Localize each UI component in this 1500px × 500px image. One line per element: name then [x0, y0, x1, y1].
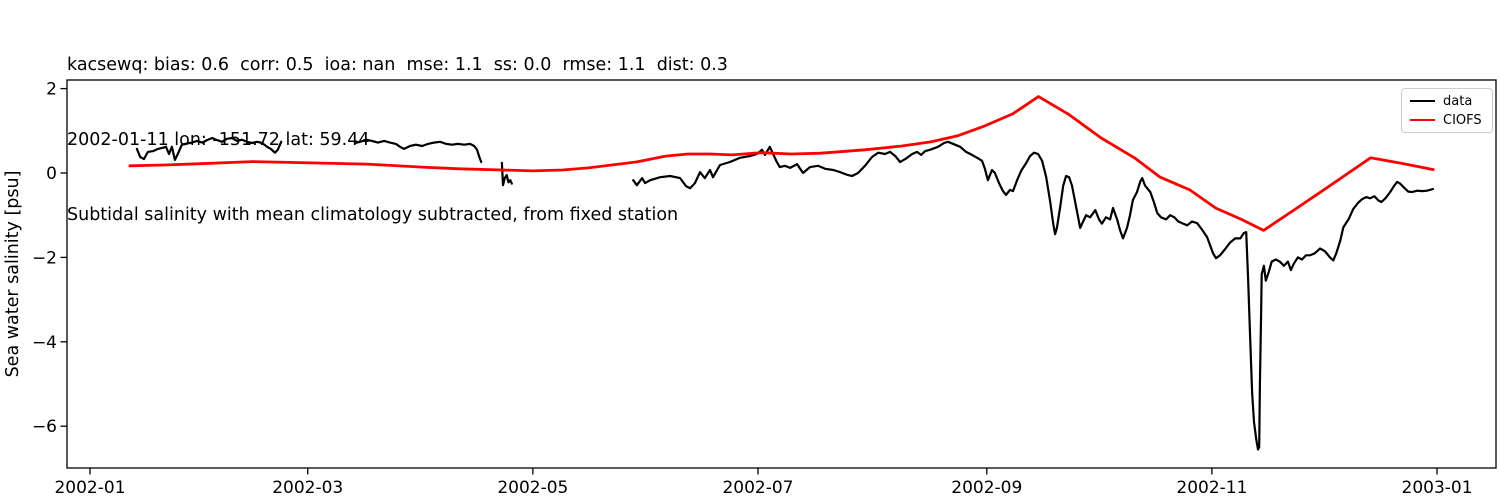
legend-item-data: data — [1410, 95, 1488, 108]
x-tick-label: 2002-03 — [272, 478, 343, 498]
chart-titles: kacsewq: bias: 0.6 corr: 0.5 ioa: nan ms… — [67, 3, 728, 278]
data-line-swatch — [1410, 100, 1435, 102]
legend-label-data: data — [1443, 93, 1473, 109]
x-tick-label: 2002-09 — [951, 478, 1022, 498]
y-tick-label: −4 — [32, 333, 57, 353]
CIOFS-line — [128, 95, 1435, 232]
legend-item-ciofs: CIOFS — [1410, 114, 1488, 127]
x-tick-label: 2002-01 — [54, 478, 125, 498]
x-tick-label: 2002-07 — [722, 478, 793, 498]
y-tick-label: −2 — [32, 248, 57, 268]
title-line-description: Subtidal salinity with mean climatology … — [67, 205, 679, 225]
x-tick-label: 2003-01 — [1402, 478, 1473, 498]
title-line-stats: kacsewq: bias: 0.6 corr: 0.5 ioa: nan ms… — [67, 55, 728, 75]
ciofs-line-swatch — [1410, 119, 1435, 121]
y-tick-label: 0 — [46, 164, 57, 184]
x-tick-label: 2002-05 — [497, 478, 568, 498]
y-tick-label: 2 — [46, 80, 57, 100]
data-line — [135, 136, 283, 161]
data-line — [632, 140, 1435, 451]
data-line — [353, 138, 483, 164]
y-tick-label: −6 — [32, 417, 57, 437]
legend-label-ciofs: CIOFS — [1443, 112, 1482, 128]
title-line-location: 2002-01-11 lon: -151.72 lat: 59.44 — [67, 130, 370, 150]
legend: data CIOFS — [1401, 88, 1493, 133]
x-tick-label: 2002-11 — [1176, 478, 1247, 498]
data-line — [500, 161, 513, 187]
axes-frame — [66, 79, 1497, 469]
